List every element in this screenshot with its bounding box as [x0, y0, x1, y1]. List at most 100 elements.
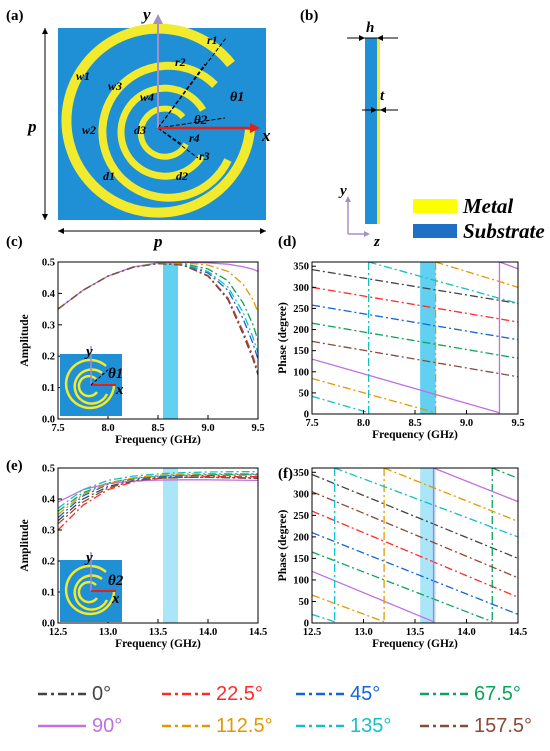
x-tick-label: 9.0	[460, 418, 473, 429]
legend: 0° 22.5° 45° 67.5° 90° 112.5° 135° 157.5°	[38, 683, 532, 737]
series-group	[312, 262, 518, 414]
x-tick-label: 14.0	[199, 627, 217, 638]
x-tick-label: 8.5	[408, 418, 421, 429]
x-tick-label: 14.0	[457, 627, 475, 638]
legend-item: 67.5°	[420, 683, 521, 705]
series-line-3	[58, 262, 258, 341]
panel-label-a: (a)	[6, 8, 24, 24]
label-r3: r3	[199, 149, 210, 163]
x-tick-label: 14.5	[509, 627, 527, 638]
y-tick-label: 350	[293, 468, 309, 479]
series-line-7	[312, 491, 518, 579]
y-tick-label: 0.4	[42, 289, 56, 300]
ring-1	[61, 23, 255, 218]
inset-c-theta: θ1	[108, 366, 123, 382]
y-tick-label: 100	[293, 367, 309, 378]
unit-cell-schematic: y x p p w1 w2 w3 w4 r1 r2 r3 r4 θ1 θ2 d1…	[26, 5, 271, 251]
label-w3: w3	[108, 79, 122, 93]
series-line-7	[58, 476, 258, 525]
label-r1: r1	[207, 33, 218, 47]
y-axis-label: Amplitude	[19, 314, 31, 366]
panel-label-e: (e)	[6, 458, 23, 474]
y-tick-label: 0	[304, 410, 309, 421]
panel-label-c: (c)	[6, 234, 23, 250]
legend-label: 67.5°	[474, 683, 521, 705]
y-tick-label: 250	[293, 511, 309, 522]
label-theta2: θ2	[194, 112, 208, 127]
y-tick-label: 0.0	[42, 415, 55, 426]
y-tick-label: 100	[293, 575, 309, 586]
label-x: x	[261, 126, 271, 145]
series-line-4	[312, 570, 434, 623]
label-w2: w2	[82, 123, 96, 137]
label-theta1: θ1	[230, 90, 244, 105]
series-line-6	[312, 395, 369, 414]
side-view-schematic: h t y z Metal Substrate	[338, 20, 545, 250]
legend-item: 90°	[38, 715, 122, 737]
legend-label: 112.5°	[216, 715, 273, 737]
inset-c: y x θ1	[60, 344, 124, 416]
series-line-1	[312, 286, 518, 323]
x-axis-label: Frequency (GHz)	[372, 429, 458, 441]
highlight-band	[163, 262, 178, 419]
x-tick-label: 14.5	[249, 627, 267, 638]
y-tick-label: 50	[299, 597, 310, 608]
x-tick-label: 13.0	[354, 627, 372, 638]
chart-c: 7.5 8.0 8.5 9.0 9.5 0.0 0.1 0.2 0.3 0.4 0.5 Frequen…	[19, 258, 265, 447]
radius-lines	[157, 37, 227, 159]
series-line-6	[334, 468, 518, 538]
side-substrate	[365, 38, 377, 224]
series-line-4	[58, 479, 258, 503]
label-d3: d3	[134, 123, 146, 137]
label-p-vertical: p	[26, 117, 37, 136]
label-side-z: z	[373, 234, 380, 250]
series-line-3	[312, 551, 493, 623]
y-tick-label: 150	[293, 346, 309, 357]
label-t: t	[380, 88, 385, 104]
series-line-1	[312, 510, 518, 598]
y-tick-label: 300	[293, 489, 309, 500]
series-line-6	[368, 262, 518, 305]
metal-swatch	[413, 199, 457, 213]
series-line-4	[58, 262, 258, 310]
x-tick-label: 9.5	[511, 418, 524, 429]
panel-label-d: (d)	[278, 234, 296, 250]
inset-c-y: y	[84, 344, 93, 360]
series-line-6	[58, 471, 258, 509]
label-r2: r2	[175, 55, 186, 69]
y-tick-label: 0.3	[42, 320, 55, 331]
legend-item: 0°	[38, 683, 111, 705]
legend-item: 22.5°	[162, 683, 263, 705]
series-line-2	[312, 531, 518, 616]
y-tick-label: 300	[293, 283, 309, 294]
y-axis-label: Amplitude	[19, 519, 31, 571]
legend-label: 45°	[350, 683, 380, 705]
label-w1: w1	[76, 69, 90, 83]
label-h: h	[366, 20, 374, 36]
panel-label-f: (f)	[278, 466, 293, 482]
series-line-5	[312, 377, 436, 414]
highlight-band	[420, 262, 436, 414]
series-line-3	[492, 468, 518, 479]
label-y: y	[141, 5, 151, 24]
y-axis-label: Phase (degree)	[277, 302, 289, 374]
spiral-rings	[61, 23, 255, 218]
y-axis-arrowhead	[153, 14, 163, 24]
y-tick-label: 0.3	[42, 526, 55, 537]
series-line-7	[58, 262, 258, 374]
inset-c-x: x	[115, 382, 124, 398]
series-line-5	[383, 468, 518, 523]
x-tick-label: 8.5	[151, 423, 164, 434]
ring-3	[117, 84, 207, 180]
y-tick-label: 0.0	[42, 619, 55, 630]
ring-2	[98, 61, 232, 202]
y-tick-label: 150	[293, 554, 309, 565]
series-line-0	[312, 268, 518, 305]
chart-e: 12.5 13.0 13.5 14.0 14.5 0.0 0.1 0.2 0.3 0.4 0.5 Fr…	[19, 464, 267, 651]
series-line-5	[58, 472, 258, 516]
x-axis-label: Frequency (GHz)	[115, 434, 201, 446]
y-tick-label: 0.2	[42, 557, 55, 568]
chart-f: 12.5 13.0 13.5 14.0 14.5 0 50 100 150 200 250 300 35…	[277, 467, 527, 650]
x-axis-label: Frequency (GHz)	[115, 638, 201, 650]
y-axis-label: Phase (degree)	[277, 510, 289, 582]
